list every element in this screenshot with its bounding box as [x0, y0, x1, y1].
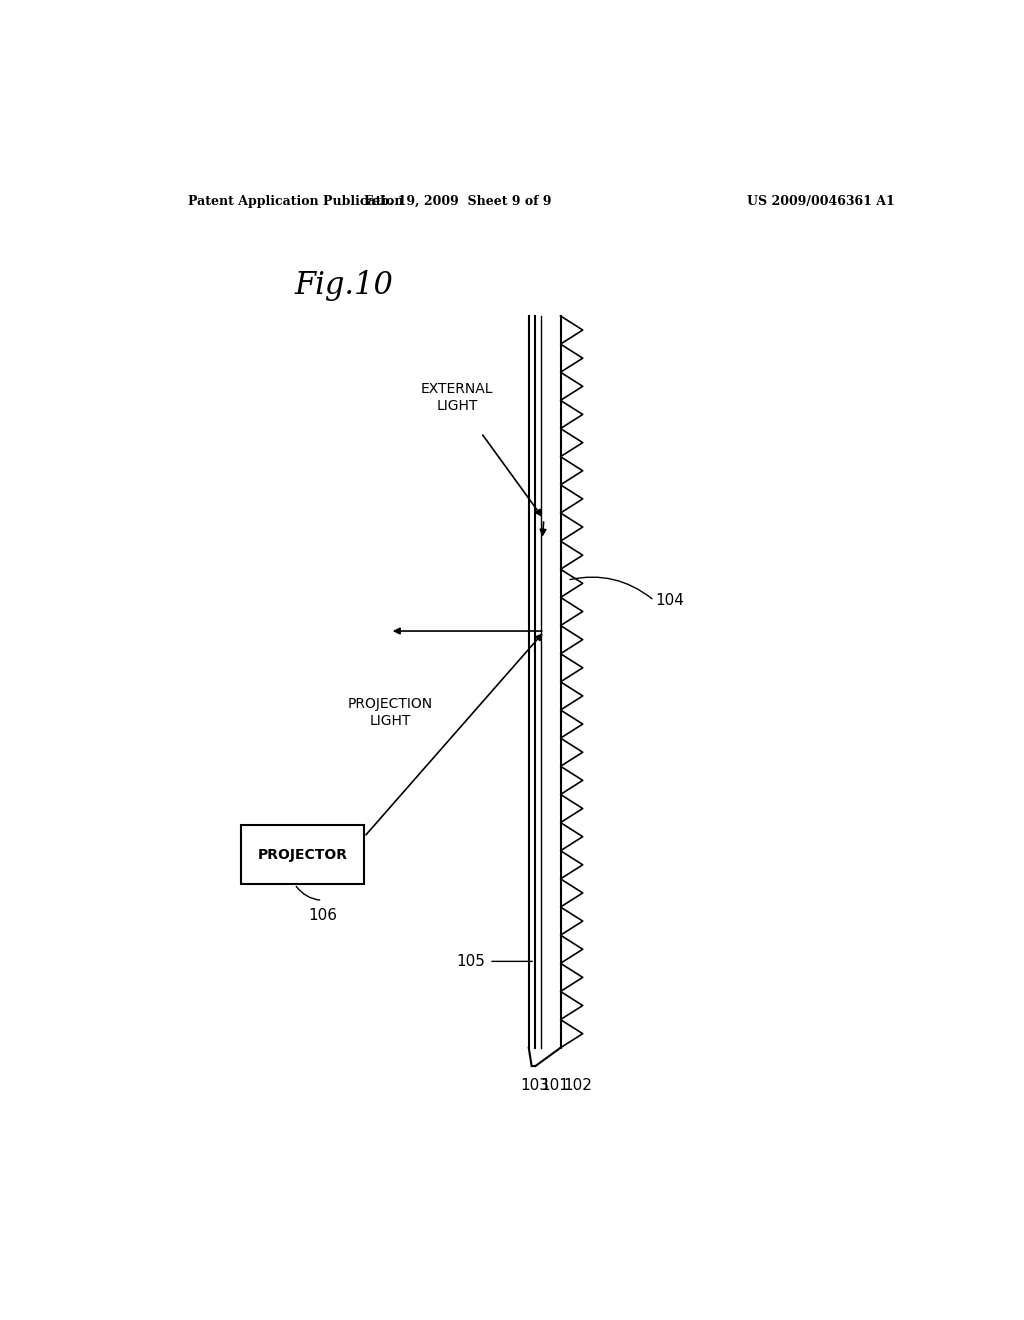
Text: 102: 102	[563, 1078, 593, 1093]
Text: 101: 101	[541, 1078, 569, 1093]
Text: 106: 106	[308, 908, 337, 923]
Bar	[241, 825, 365, 884]
Text: Fig.10: Fig.10	[295, 271, 393, 301]
Text: Feb. 19, 2009  Sheet 9 of 9: Feb. 19, 2009 Sheet 9 of 9	[364, 194, 551, 207]
Text: US 2009/0046361 A1: US 2009/0046361 A1	[748, 194, 895, 207]
Text: Patent Application Publication: Patent Application Publication	[187, 194, 403, 207]
Text: 103: 103	[520, 1078, 549, 1093]
Text: 105: 105	[457, 954, 485, 969]
Text: PROJECTOR: PROJECTOR	[258, 847, 347, 862]
Text: PROJECTION
LIGHT: PROJECTION LIGHT	[347, 697, 432, 729]
Text: EXTERNAL
LIGHT: EXTERNAL LIGHT	[421, 381, 494, 413]
Text: 104: 104	[655, 593, 685, 609]
